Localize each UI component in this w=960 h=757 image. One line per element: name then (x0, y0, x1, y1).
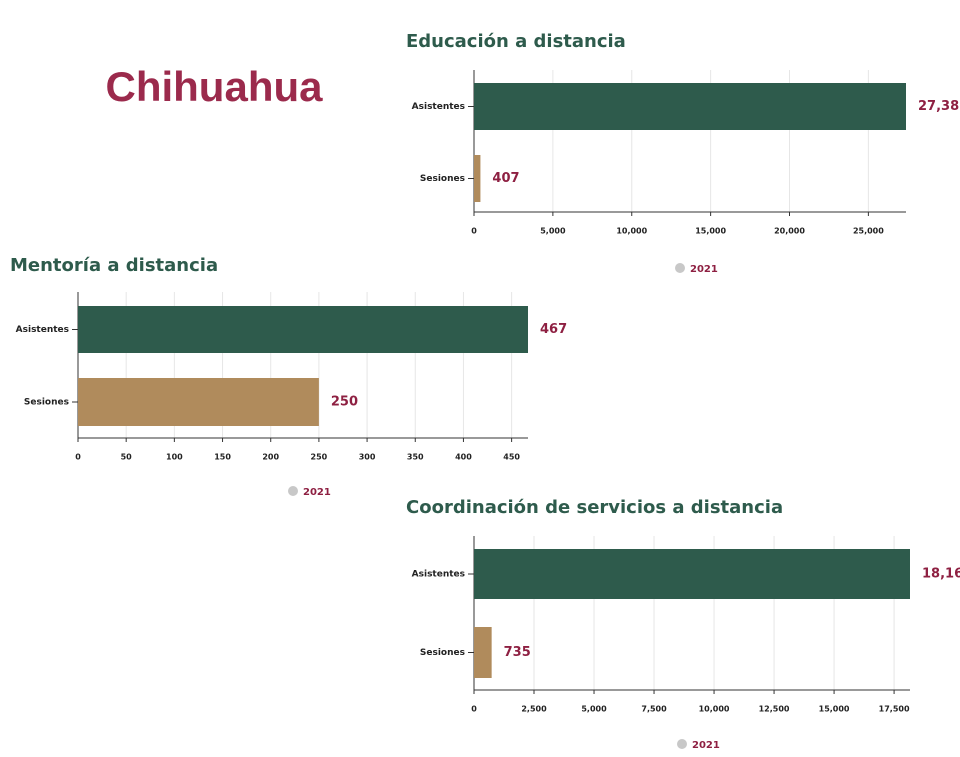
x-tick-label: 12,500 (759, 705, 790, 714)
value-label: 18,163 (922, 567, 960, 582)
y-tick-label: Sesiones (24, 398, 69, 408)
x-tick-label: 50 (121, 453, 133, 462)
bar (474, 549, 910, 599)
x-tick-label: 100 (166, 453, 183, 462)
x-tick-label: 450 (503, 453, 520, 462)
x-tick-label: 15,000 (695, 227, 726, 236)
x-tick-label: 350 (407, 453, 424, 462)
x-tick-label: 400 (455, 453, 472, 462)
x-tick-label: 0 (471, 227, 477, 236)
y-tick-label: Asistentes (412, 102, 465, 112)
y-tick-label: Sesiones (420, 174, 465, 184)
x-tick-label: 200 (262, 453, 279, 462)
x-tick-label: 10,000 (699, 705, 730, 714)
bar (474, 627, 492, 678)
value-label: 467 (540, 322, 567, 337)
x-tick-label: 250 (311, 453, 328, 462)
x-tick-label: 5,000 (581, 705, 607, 714)
x-tick-label: 7,500 (641, 705, 667, 714)
chart-title: Educación a distancia (406, 31, 626, 52)
bar (474, 155, 481, 202)
page-title: Chihuahua (106, 63, 324, 110)
bar (78, 306, 528, 353)
legend-marker (675, 263, 685, 273)
legend-label: 2021 (303, 487, 331, 498)
x-tick-label: 300 (359, 453, 376, 462)
x-tick-label: 17,500 (879, 705, 910, 714)
legend-marker (677, 739, 687, 749)
x-tick-label: 2,500 (521, 705, 547, 714)
y-tick-label: Sesiones (420, 648, 465, 658)
x-tick-label: 150 (214, 453, 231, 462)
bar (78, 378, 319, 426)
bar (474, 83, 906, 130)
legend-label: 2021 (690, 264, 718, 275)
y-tick-label: Asistentes (16, 325, 69, 335)
x-tick-label: 25,000 (853, 227, 884, 236)
y-tick-label: Asistentes (412, 570, 465, 580)
chart-title: Mentoría a distancia (10, 255, 218, 276)
value-label: 735 (504, 645, 531, 660)
legend-marker (288, 486, 298, 496)
legend-label: 2021 (692, 740, 720, 751)
value-label: 407 (492, 171, 519, 186)
x-tick-label: 0 (471, 705, 477, 714)
chart-title: Coordinación de servicios a distancia (406, 497, 783, 518)
x-tick-label: 5,000 (540, 227, 566, 236)
x-tick-label: 0 (75, 453, 81, 462)
value-label: 27,385 (918, 99, 960, 114)
x-tick-label: 10,000 (616, 227, 647, 236)
x-tick-label: 15,000 (819, 705, 850, 714)
value-label: 250 (331, 395, 358, 410)
x-tick-label: 20,000 (774, 227, 805, 236)
